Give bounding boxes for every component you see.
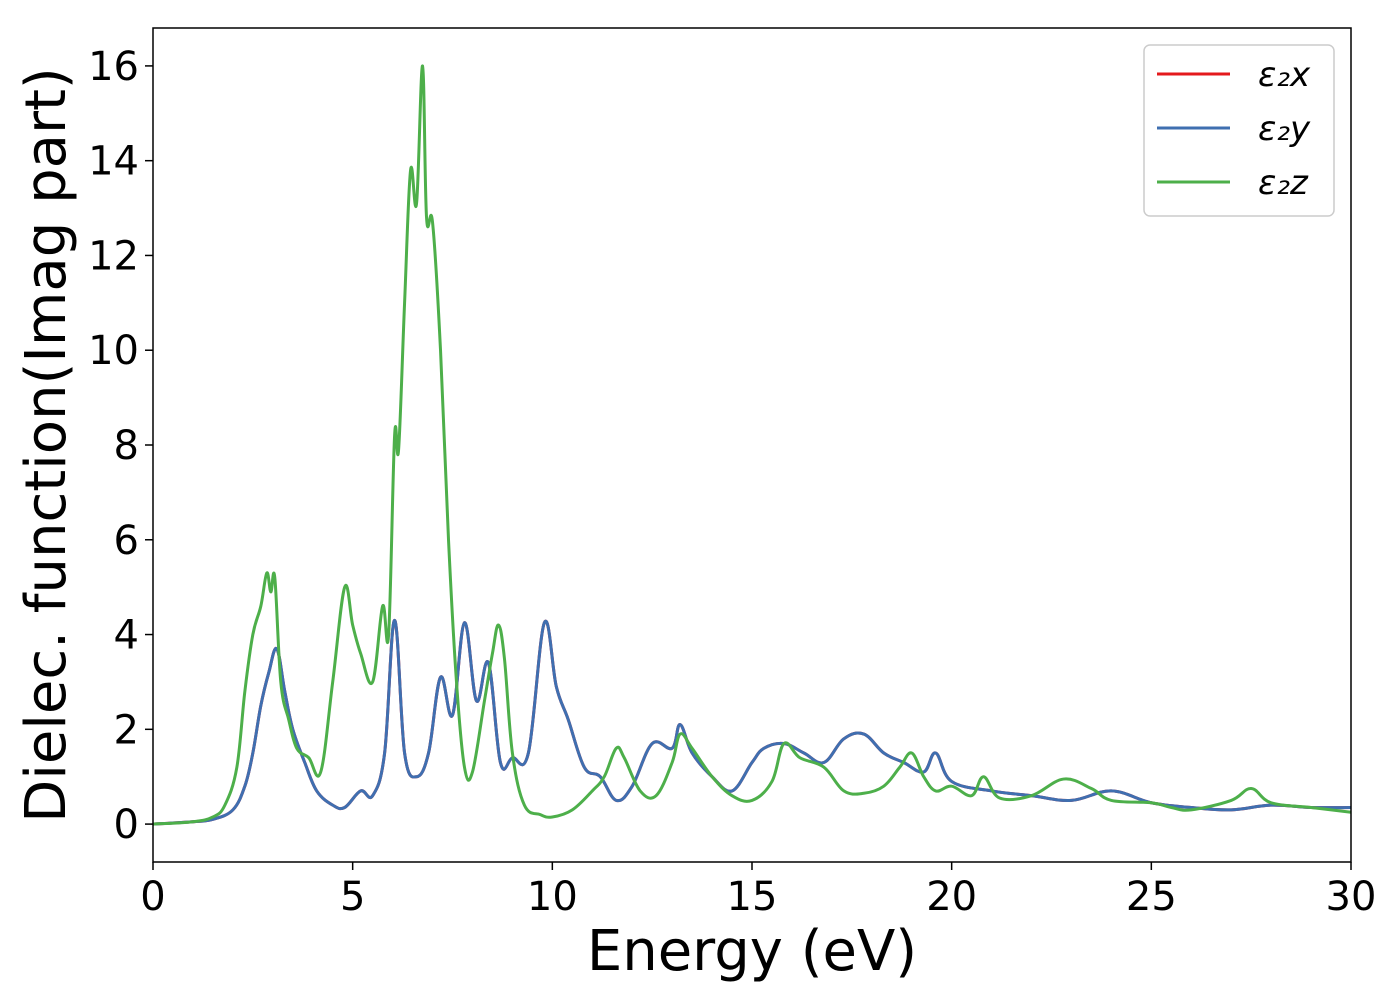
y-tick-label: 6: [114, 518, 139, 564]
y-tick-label: 0: [114, 802, 139, 848]
y-tick-label: 8: [114, 423, 139, 469]
x-tick-label: 5: [340, 874, 365, 920]
x-tick-label: 15: [727, 874, 778, 920]
x-tick-label: 10: [527, 874, 578, 920]
y-axis-label: Dielec. function(Imag part): [14, 67, 79, 823]
legend-label-1: ε₂x: [1258, 55, 1311, 95]
series-line-1: [152, 618, 1352, 826]
series-line-3: [152, 64, 1352, 826]
y-tick-label: 10: [88, 328, 139, 374]
x-tick-label: 30: [1326, 874, 1377, 920]
x-axis-label: Energy (eV): [587, 919, 917, 984]
y-tick-label: 16: [88, 44, 139, 90]
y-tick-label: 2: [114, 707, 139, 753]
series-layer: [152, 64, 1352, 826]
x-tick-label: 0: [140, 874, 165, 920]
x-tick-label: 20: [926, 874, 977, 920]
legend-items: ε₂x ε₂y ε₂z: [1157, 55, 1311, 203]
legend: ε₂x ε₂y ε₂z: [1143, 44, 1335, 217]
legend-label-2: ε₂y: [1258, 109, 1311, 149]
legend-box: [1143, 44, 1335, 217]
y-tick-label: 14: [88, 139, 139, 185]
y-tick-label: 4: [114, 613, 139, 659]
series-line-2: [152, 618, 1352, 826]
y-axis-ticks: 0 2 4 6 8 10 12 14 16: [88, 44, 153, 848]
legend-label-3: ε₂z: [1258, 163, 1309, 203]
x-axis-ticks: 0 5 10 15 20 25 30: [140, 862, 1376, 920]
y-tick-label: 12: [88, 233, 139, 279]
x-tick-label: 25: [1126, 874, 1177, 920]
